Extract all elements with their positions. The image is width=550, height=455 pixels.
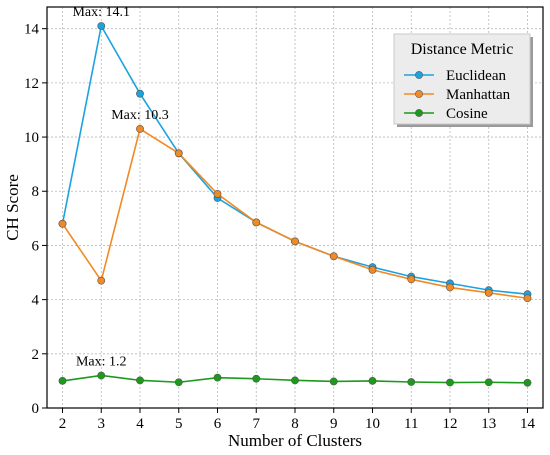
data-point-cosine (136, 376, 144, 385)
x-tick-label: 14 (520, 416, 536, 432)
x-tick-label: 9 (330, 416, 338, 432)
data-point-cosine (174, 378, 183, 387)
legend-swatch-marker (415, 71, 423, 79)
data-point-cosine (97, 371, 106, 380)
y-tick-label: 10 (24, 130, 39, 146)
data-point-cosine (252, 374, 261, 383)
y-tick-label: 8 (32, 184, 40, 200)
data-point-cosine (291, 376, 299, 385)
annotations: Max: 14.1 Max: 10.3 Max: 1.2 (72, 5, 168, 370)
max-annotation: Max: 14.1 (72, 5, 130, 20)
x-tick-label: 5 (175, 416, 183, 432)
y-tick-label: 14 (24, 22, 40, 38)
data-point-manhattan (252, 218, 261, 227)
data-point-cosine (329, 377, 338, 386)
data-point-cosine (368, 377, 377, 385)
y-axis-title: CH Score (3, 174, 22, 241)
x-tick-label: 12 (443, 416, 458, 432)
x-tick-label: 8 (291, 416, 299, 432)
legend-label-euclidean: Euclidean (446, 68, 506, 84)
x-axis-title: Number of Clusters (228, 431, 362, 450)
data-point-manhattan (97, 276, 106, 285)
legend-title: Distance Metric (411, 41, 514, 58)
y-tick-label: 2 (32, 347, 40, 363)
data-point-cosine (407, 378, 416, 386)
data-point-manhattan (484, 288, 493, 297)
x-tick-label: 4 (136, 416, 144, 432)
data-point-cosine (484, 378, 493, 387)
y-tick-label: 12 (24, 76, 39, 92)
data-point-manhattan (523, 294, 532, 303)
data-point-euclidean (136, 89, 144, 98)
data-point-manhattan (136, 125, 144, 133)
data-point-cosine (58, 377, 67, 385)
data-point-manhattan (329, 252, 338, 261)
axes: 2 3 4 5 6 7 8 9 10 11 12 13 14 0 2 4 6 8 10 12 14 Number of C… (3, 6, 544, 450)
legend-swatch-marker (415, 109, 423, 117)
y-tick-label: 0 (32, 401, 40, 417)
legend: Distance Metric Euclidean Manhattan Cosine (393, 33, 533, 127)
x-tick-label: 11 (404, 416, 418, 432)
max-annotation: Max: 1.2 (76, 354, 127, 369)
x-tick-label: 6 (214, 416, 222, 432)
data-point-cosine (523, 378, 532, 387)
y-tick-label: 6 (32, 238, 40, 254)
data-point-manhattan (407, 275, 416, 284)
x-tick-label: 13 (481, 416, 496, 432)
data-point-cosine (446, 378, 454, 387)
legend-label-manhattan: Manhattan (446, 87, 511, 103)
max-annotation: Max: 10.3 (111, 108, 169, 123)
x-tick-label: 2 (59, 416, 67, 432)
x-tick-label: 3 (98, 416, 106, 432)
data-point-manhattan (368, 265, 377, 274)
y-tick-label: 4 (32, 293, 40, 309)
legend-label-cosine: Cosine (446, 106, 488, 122)
series-lines (58, 22, 532, 387)
data-point-manhattan (58, 219, 67, 228)
data-point-manhattan (446, 283, 454, 292)
data-point-manhattan (213, 190, 222, 198)
legend-swatch-marker (415, 90, 423, 98)
legend-box (393, 33, 531, 125)
data-point-euclidean (97, 22, 106, 30)
data-point-manhattan (174, 149, 183, 158)
data-point-manhattan (291, 237, 299, 246)
x-tick-label: 7 (253, 416, 261, 432)
data-point-cosine (213, 373, 222, 382)
x-tick-label: 10 (365, 416, 380, 432)
